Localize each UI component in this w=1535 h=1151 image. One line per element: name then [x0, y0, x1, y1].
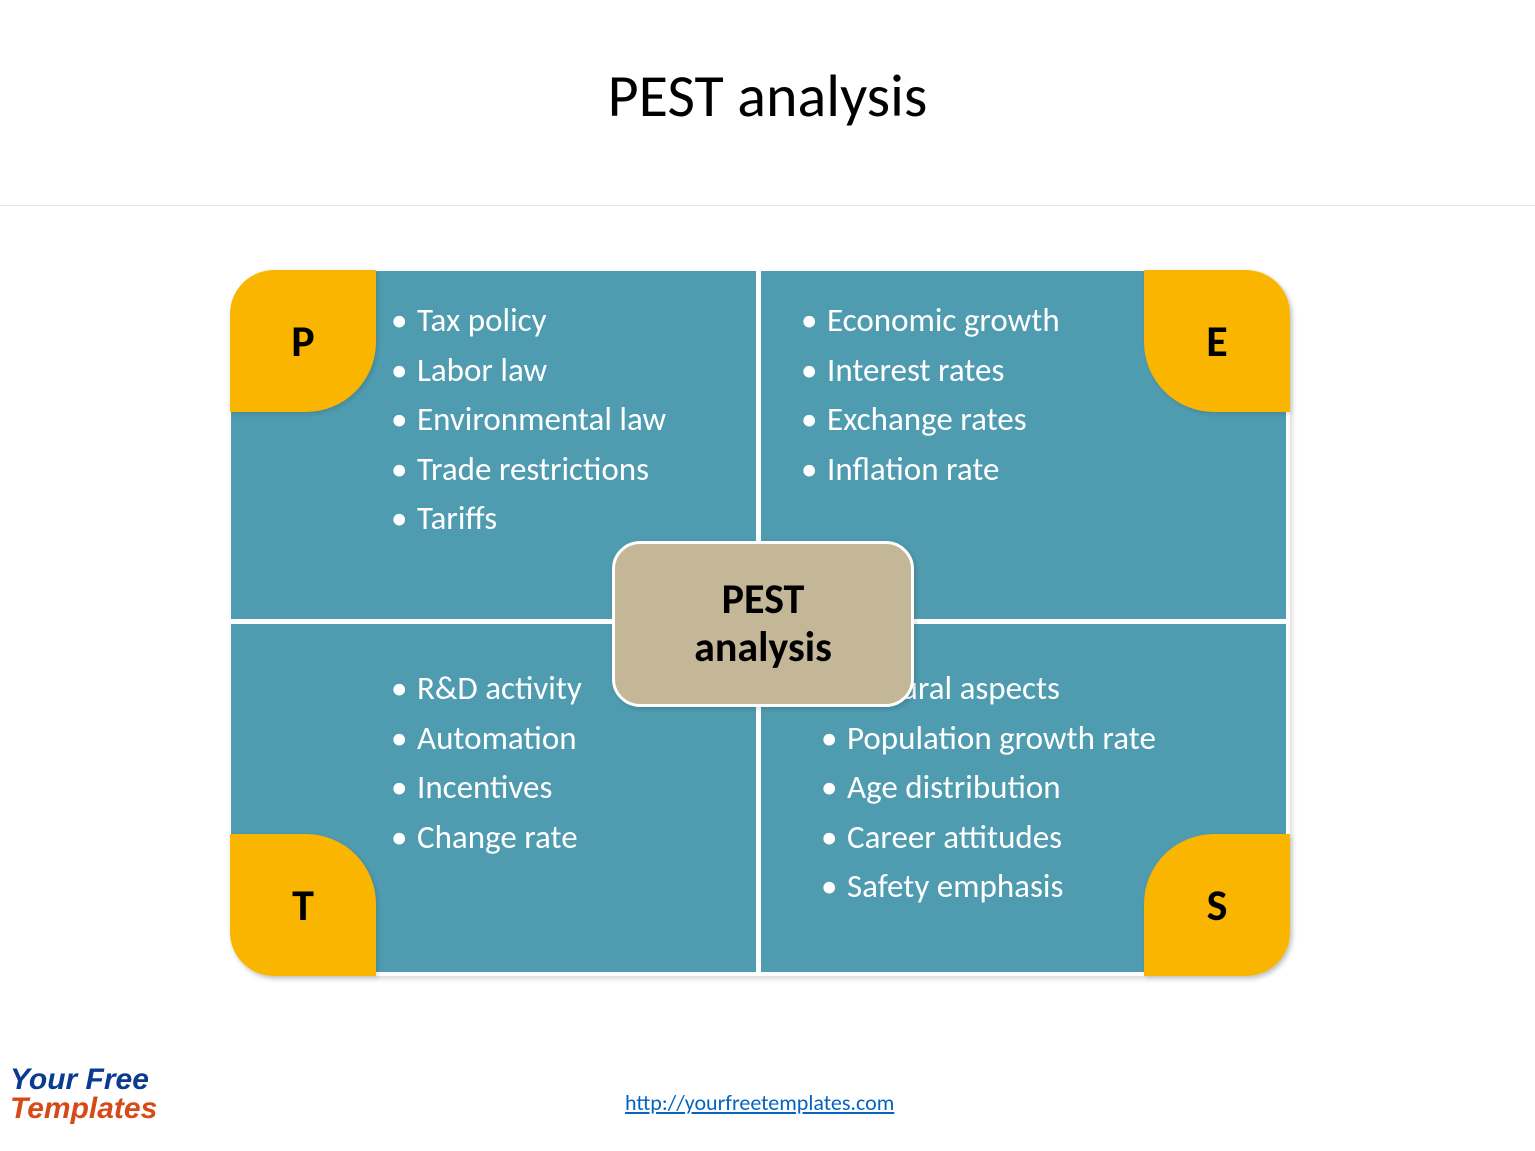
list-item: Inflation rate: [801, 445, 1060, 495]
list-item: Exchange rates: [801, 395, 1060, 445]
list-item: Tariffs: [391, 494, 666, 544]
footer-link[interactable]: http://yourfreetemplates.com: [625, 1089, 894, 1116]
list-item: Tax policy: [391, 296, 666, 346]
list-item: Automation: [391, 714, 582, 764]
list-item: Safety emphasis: [821, 862, 1156, 912]
center-line2: analysis: [694, 622, 832, 673]
list-item: Interest rates: [801, 346, 1060, 396]
header-divider: [0, 205, 1535, 206]
list-item: Incentives: [391, 763, 582, 813]
logo: Your Free Templates: [10, 1066, 157, 1123]
list-item: Environmental law: [391, 395, 666, 445]
logo-line2: Templates: [10, 1095, 157, 1124]
list-item: R&D activity: [391, 664, 582, 714]
pest-matrix: Tax policyLabor lawEnvironmental lawTrad…: [230, 270, 1290, 976]
corner-letter-s: S: [1144, 834, 1290, 976]
list-item: Economic growth: [801, 296, 1060, 346]
list-item: Career attitudes: [821, 813, 1156, 863]
center-line1: PEST: [722, 574, 805, 625]
list-item: Trade restrictions: [391, 445, 666, 495]
logo-line1: Your Free: [10, 1066, 157, 1095]
center-label: PEST analysis: [612, 541, 914, 707]
list-item: Age distribution: [821, 763, 1156, 813]
items-technological: R&D activityAutomationIncentivesChange r…: [391, 664, 582, 862]
items-economic: Economic growthInterest ratesExchange ra…: [801, 296, 1060, 494]
items-political: Tax policyLabor lawEnvironmental lawTrad…: [391, 296, 666, 544]
corner-letter-p: P: [230, 270, 376, 412]
corner-letter-e: E: [1144, 270, 1290, 412]
corner-letter-t: T: [230, 834, 376, 976]
list-item: Change rate: [391, 813, 582, 863]
list-item: Population growth rate: [821, 714, 1156, 764]
page-title: PEST analysis: [0, 60, 1535, 133]
list-item: Labor law: [391, 346, 666, 396]
